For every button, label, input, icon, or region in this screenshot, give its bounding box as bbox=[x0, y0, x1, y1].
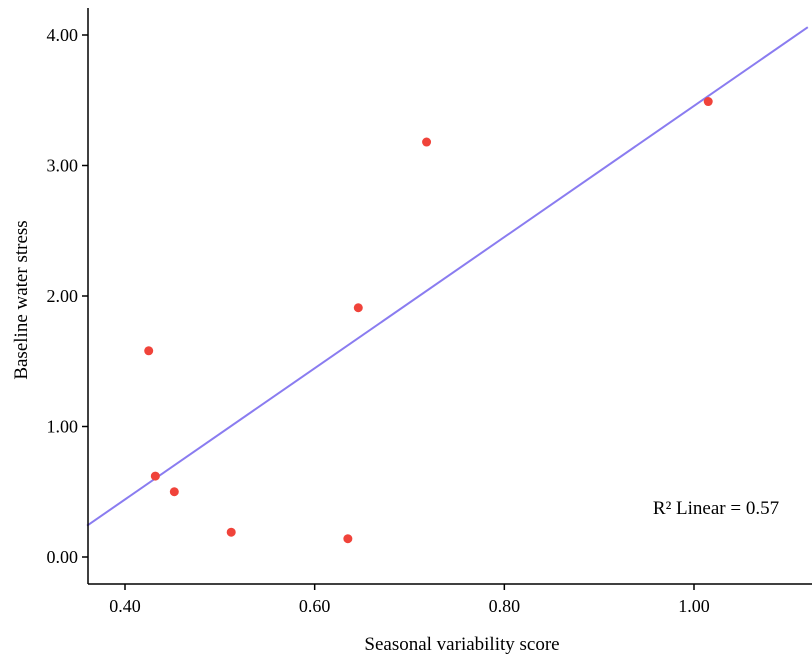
data-point bbox=[144, 346, 154, 356]
x-tick-label: 1.00 bbox=[678, 596, 710, 616]
x-ticks: 0.40 0.60 0.80 1.00 bbox=[109, 584, 710, 616]
data-point bbox=[703, 97, 713, 107]
data-point bbox=[343, 534, 353, 544]
y-axis-title: Baseline water stress bbox=[11, 220, 32, 379]
y-ticks: 0.00 1.00 2.00 3.00 4.00 bbox=[47, 25, 88, 567]
data-points bbox=[144, 97, 713, 544]
y-tick-label: 1.00 bbox=[47, 417, 79, 437]
data-point bbox=[353, 303, 363, 313]
x-tick-label: 0.60 bbox=[299, 596, 331, 616]
data-point bbox=[169, 487, 179, 497]
x-tick-label: 0.40 bbox=[109, 596, 141, 616]
data-point bbox=[150, 471, 160, 481]
regression-line bbox=[86, 26, 809, 527]
r-squared-annotation: R² Linear = 0.57 bbox=[653, 498, 779, 519]
y-tick-label: 0.00 bbox=[47, 547, 79, 567]
y-tick-label: 3.00 bbox=[47, 156, 79, 176]
x-axis-title: Seasonal variability score bbox=[364, 634, 559, 655]
x-tick-label: 0.80 bbox=[489, 596, 521, 616]
y-tick-label: 2.00 bbox=[47, 286, 79, 306]
y-tick-label: 4.00 bbox=[47, 25, 79, 45]
data-point bbox=[422, 137, 432, 147]
data-point bbox=[226, 527, 236, 537]
